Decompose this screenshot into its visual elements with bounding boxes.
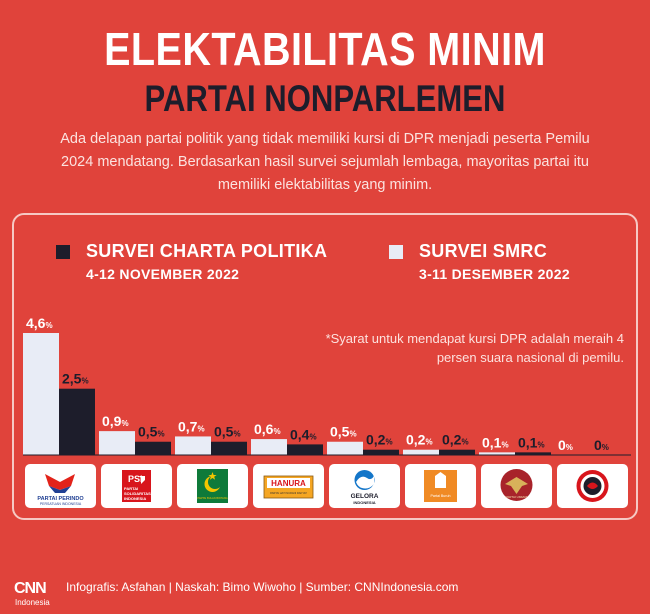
bar-charta-3 xyxy=(287,444,323,455)
chart-panel: SURVEI CHARTA POLITIKA 4-12 NOVEMBER 202… xyxy=(12,213,638,520)
svg-text:PARTAI UMMAT: PARTAI UMMAT xyxy=(506,495,528,499)
svg-text:PARTAI: PARTAI xyxy=(124,486,138,491)
logo-psi: PSI PARTAI SOLIDARITAS INDONESIA xyxy=(101,464,172,508)
logo-ummat: PARTAI UMMAT xyxy=(481,464,552,508)
footer: CNN Indonesia Infografis: Asfahan | Nask… xyxy=(14,578,634,607)
svg-text:SOLIDARITAS: SOLIDARITAS xyxy=(124,491,151,496)
bar-charta-4 xyxy=(363,449,399,455)
psi-badge: PSI xyxy=(128,474,143,484)
logo-pbb: PARTAI BULAN BINTANG xyxy=(177,464,248,508)
svg-text:GELORA: GELORA xyxy=(351,493,379,500)
value-label-charta-0: 2,5% xyxy=(62,371,89,387)
logo-pkn xyxy=(557,464,628,508)
legend-date-charta: 4-12 NOVEMBER 2022 xyxy=(86,266,240,282)
bar-smrc-2 xyxy=(175,436,211,455)
bar-charta-0 xyxy=(59,388,95,455)
pbb-star-icon xyxy=(208,472,217,480)
value-label-smrc-1: 0,9% xyxy=(102,413,129,429)
ummat-eagle-icon xyxy=(505,477,528,494)
value-label-charta-6: 0,1% xyxy=(518,434,545,450)
legend-date-smrc: 3-11 DESEMBER 2022 xyxy=(419,266,570,282)
bar-charta-6 xyxy=(515,452,551,455)
value-label-charta-5: 0,2% xyxy=(442,432,469,448)
logo-buruh: Partai Buruh xyxy=(405,464,476,508)
svg-text:PARTAI HATI NURANI RAKYAT: PARTAI HATI NURANI RAKYAT xyxy=(270,491,307,495)
bar-smrc-3 xyxy=(251,439,287,455)
perindo-emblem-icon xyxy=(45,474,75,490)
value-label-smrc-3: 0,6% xyxy=(254,421,281,437)
legend-name-smrc: SURVEI SMRC xyxy=(419,241,547,261)
svg-text:INDONESIA: INDONESIA xyxy=(124,496,146,501)
credits: Infografis: Asfahan | Naskah: Bimo Wiwoh… xyxy=(66,580,459,594)
bar-charta-1 xyxy=(135,441,171,455)
buruh-emblem-icon xyxy=(435,472,446,488)
svg-text:CNN: CNN xyxy=(14,580,46,597)
pbb-text: PARTAI BULAN BINTANG xyxy=(197,496,227,500)
legend-swatch-smrc xyxy=(389,245,403,259)
value-label-smrc-4: 0,5% xyxy=(330,424,357,440)
svg-text:Indonesia: Indonesia xyxy=(15,598,50,607)
bar-smrc-0 xyxy=(23,333,59,455)
psi-rose-icon xyxy=(139,476,145,484)
logo-hanura: HANURA PARTAI HATI NURANI RAKYAT xyxy=(253,464,324,508)
value-label-smrc-7: 0% xyxy=(558,437,573,453)
value-label-charta-7: 0% xyxy=(594,437,609,453)
svg-text:INDONESIA: INDONESIA xyxy=(353,500,375,505)
intro-text: Ada delapan partai politik yang tidak me… xyxy=(60,131,590,193)
value-label-smrc-2: 0,7% xyxy=(178,418,205,434)
value-label-charta-3: 0,4% xyxy=(290,426,317,442)
value-label-charta-2: 0,5% xyxy=(214,424,241,440)
svg-text:Partai Buruh: Partai Buruh xyxy=(431,494,451,498)
value-label-charta-4: 0,2% xyxy=(366,432,393,448)
perindo-subtext: PERSATUAN INDONESIA xyxy=(40,502,82,506)
bar-chart: 4,6% 2,5% 0,9% 0,5% 0,7% 0,5% 0,6% 0,4% 0,5% 0,2%… xyxy=(23,315,631,508)
value-label-smrc-6: 0,1% xyxy=(482,434,509,450)
infographic-subtitle: PARTAI NONPARLEMEN xyxy=(144,78,506,119)
hanura-text: HANURA xyxy=(271,479,306,488)
bar-charta-5 xyxy=(439,449,475,455)
bar-smrc-6 xyxy=(479,452,515,455)
legend-swatch-charta xyxy=(56,245,70,259)
value-label-smrc-0: 4,6% xyxy=(26,315,53,331)
bar-smrc-4 xyxy=(327,441,363,455)
logo-gelora: GELORA INDONESIA xyxy=(329,464,400,508)
infographic-title: ELEKTABILITAS MINIM xyxy=(104,23,546,75)
cnn-logo: CNN Indonesia xyxy=(14,580,50,607)
value-label-charta-1: 0,5% xyxy=(138,424,165,440)
bar-charta-2 xyxy=(211,441,247,455)
legend-name-charta: SURVEI CHARTA POLITIKA xyxy=(86,241,328,261)
threshold-note: *Syarat untuk mendapat kursi DPR adalah … xyxy=(325,331,624,365)
perindo-text: PARTAI PERINDO xyxy=(37,496,84,502)
logo-perindo: PARTAI PERINDO PERSATUAN INDONESIA xyxy=(25,464,96,508)
bar-smrc-1 xyxy=(99,431,135,455)
value-label-smrc-5: 0,2% xyxy=(406,432,433,448)
bar-smrc-5 xyxy=(403,449,439,455)
